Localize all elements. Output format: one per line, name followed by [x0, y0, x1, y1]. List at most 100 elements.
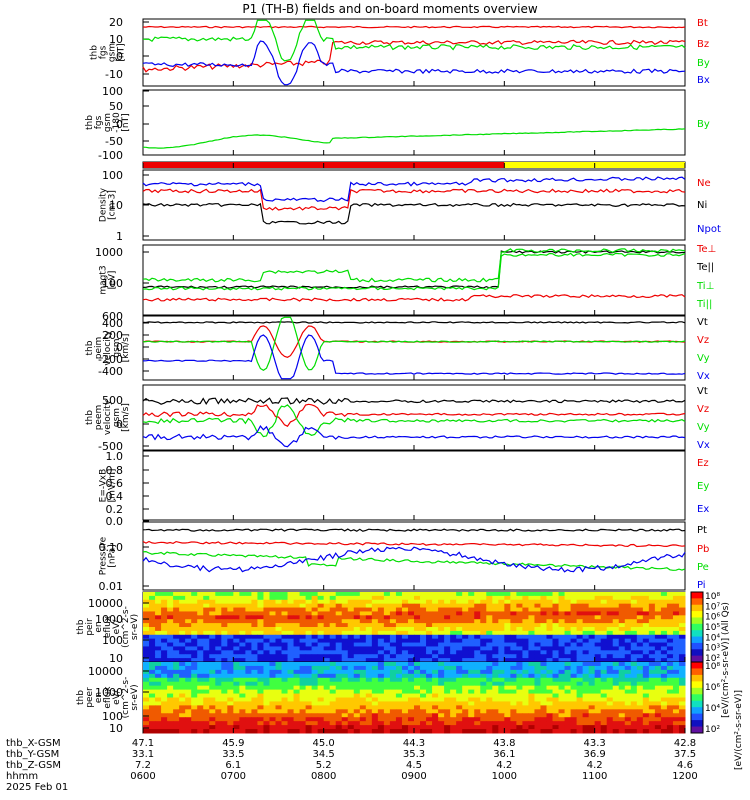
- heatmap-cell: [474, 685, 481, 691]
- heatmap-cell: [630, 607, 638, 612]
- heatmap-cell: [654, 717, 662, 722]
- heatmap-cell: [155, 673, 162, 679]
- heatmap-cell: [534, 662, 541, 667]
- heatmap-cell: [323, 689, 331, 695]
- heatmap-cell: [672, 709, 680, 714]
- x-tick-label: 4.2: [587, 760, 603, 771]
- heatmap-cell: [414, 634, 421, 640]
- heatmap-cell: [552, 627, 560, 632]
- heatmap-cell: [486, 623, 493, 628]
- heatmap-cell: [395, 693, 403, 698]
- heatmap-cell: [359, 607, 367, 612]
- heatmap-cell: [522, 729, 529, 734]
- heatmap-cell: [516, 689, 523, 695]
- heatmap-cell: [221, 669, 228, 675]
- heatmap-cell: [618, 689, 626, 695]
- heatmap-cell: [528, 721, 535, 726]
- heatmap-cell: [528, 681, 535, 687]
- legend-entry: Te||: [696, 262, 714, 273]
- heatmap-cell: [341, 701, 349, 706]
- heatmap-cell: [143, 607, 150, 612]
- heatmap-cell: [648, 611, 656, 616]
- heatmap-cell: [624, 611, 632, 616]
- heatmap-cell: [239, 705, 246, 710]
- heatmap-cell: [341, 658, 349, 663]
- heatmap-cell: [486, 650, 493, 655]
- heatmap-cell: [546, 677, 554, 683]
- heatmap-cell: [450, 709, 457, 714]
- heatmap-cell: [245, 611, 252, 616]
- heatmap-cell: [287, 677, 295, 683]
- heatmap-cell: [245, 673, 252, 679]
- heatmap-cell: [528, 717, 535, 722]
- heatmap-cell: [281, 705, 289, 710]
- heatmap-cell: [486, 729, 493, 734]
- heatmap-cell: [486, 697, 493, 702]
- heatmap-cell: [263, 603, 270, 609]
- heatmap-cell: [444, 627, 451, 632]
- heatmap-cell: [167, 623, 174, 628]
- heatmap-cell: [474, 627, 481, 632]
- heatmap-cell: [600, 697, 608, 702]
- heatmap-cell: [167, 705, 174, 710]
- heatmap-cell: [341, 669, 349, 675]
- y-axis-label: [mV/m]: [108, 469, 118, 503]
- heatmap-cell: [185, 689, 192, 695]
- heatmap-cell: [281, 721, 289, 726]
- heatmap-cell: [287, 646, 295, 651]
- heatmap-cell: [528, 615, 535, 620]
- heatmap-cell: [642, 638, 650, 644]
- heatmap-cell: [383, 607, 391, 612]
- heatmap-cell: [606, 681, 614, 687]
- heatmap-cell: [624, 689, 632, 695]
- heatmap-cell: [504, 623, 511, 628]
- heatmap-cell: [233, 685, 240, 691]
- heatmap-cell: [594, 642, 602, 647]
- heatmap-cell: [191, 658, 198, 663]
- heatmap-cell: [401, 705, 409, 710]
- heatmap-cell: [143, 693, 150, 698]
- heatmap-cell: [438, 646, 445, 651]
- heatmap-cell: [648, 615, 656, 620]
- x-tick-label: 43.3: [584, 738, 606, 749]
- heatmap-cell: [582, 630, 590, 636]
- heatmap-cell: [299, 705, 307, 710]
- heatmap-cell: [143, 615, 150, 620]
- heatmap-cell: [281, 693, 289, 698]
- heatmap-cell: [510, 619, 517, 624]
- heatmap-cell: [522, 681, 529, 687]
- heatmap-cell: [239, 721, 246, 726]
- heatmap-cell: [420, 603, 427, 609]
- heatmap-cell: [269, 646, 276, 651]
- heatmap-cell: [353, 599, 361, 605]
- heatmap-cell: [281, 630, 289, 636]
- heatmap-cell: [666, 673, 674, 679]
- x-row-label: hhmm: [6, 771, 38, 782]
- heatmap-cell: [546, 725, 554, 730]
- heatmap-cell: [191, 669, 198, 675]
- heatmap-cell: [251, 721, 258, 726]
- heatmap-cell: [239, 627, 246, 632]
- heatmap-cell: [600, 619, 608, 624]
- heatmap-cell: [371, 721, 379, 726]
- heatmap-cell: [245, 705, 252, 710]
- heatmap-cell: [407, 634, 415, 640]
- heatmap-cell: [203, 595, 210, 601]
- heatmap-cell: [624, 685, 632, 691]
- heatmap-cell: [359, 701, 367, 706]
- heatmap-cell: [462, 638, 469, 644]
- heatmap-cell: [678, 595, 686, 601]
- heatmap-cell: [504, 693, 511, 698]
- heatmap-cell: [486, 689, 493, 695]
- heatmap-cell: [347, 599, 355, 605]
- heatmap-cell: [606, 729, 614, 734]
- heatmap-cell: [492, 599, 499, 605]
- heatmap-cell: [227, 665, 234, 671]
- heatmap-cell: [179, 646, 186, 651]
- heatmap-cell: [582, 603, 590, 609]
- colorbar-cell: [691, 623, 703, 631]
- heatmap-cell: [546, 705, 554, 710]
- heatmap-cell: [480, 697, 487, 702]
- heatmap-cell: [582, 693, 590, 698]
- heatmap-cell: [582, 701, 590, 706]
